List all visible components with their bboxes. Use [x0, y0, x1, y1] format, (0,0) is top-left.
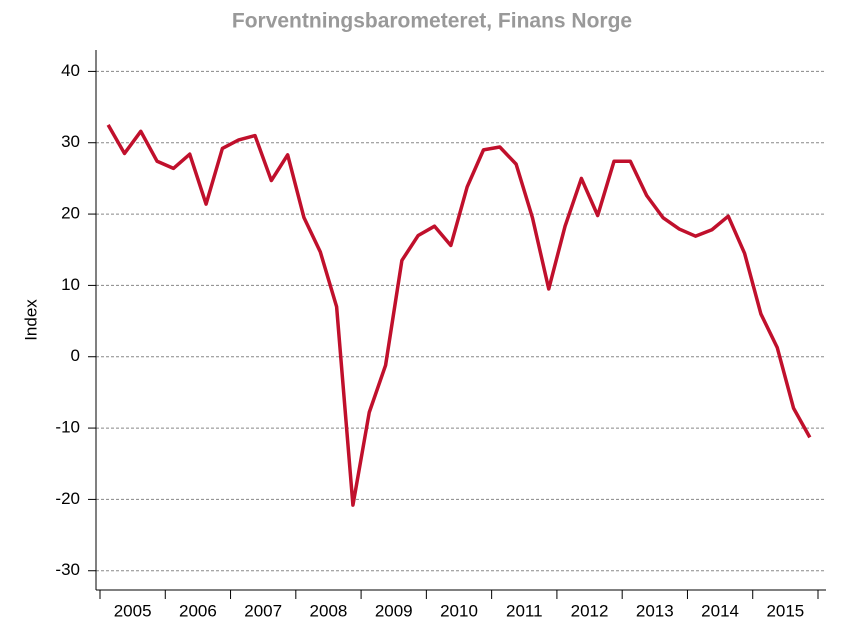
x-tick-label: 2014 [701, 601, 739, 620]
chart-title: Forventningsbarometeret, Finans Norge [232, 10, 632, 33]
data-line [106, 124, 812, 507]
y-tick-label: 20 [61, 204, 80, 223]
x-tick-label: 2013 [636, 601, 674, 620]
y-axis-label: Index [21, 299, 40, 341]
y-tick-label: 10 [61, 275, 80, 294]
y-tick-label: -10 [55, 418, 80, 437]
x-tick-label: 2005 [114, 601, 152, 620]
x-tick-label: 2012 [571, 601, 609, 620]
y-tick-label: -20 [55, 489, 80, 508]
x-tick-label: 2011 [506, 601, 543, 620]
y-tick-label: -30 [55, 560, 80, 579]
x-tick-label: 2006 [179, 601, 217, 620]
x-tick-label: 2015 [766, 601, 804, 620]
x-tick-label: 2009 [375, 601, 413, 620]
y-tick-label: 0 [71, 346, 80, 365]
x-tick-label: 2008 [310, 601, 348, 620]
x-tick-label: 2007 [244, 601, 282, 620]
y-tick-label: 30 [61, 132, 80, 151]
y-tick-label: 40 [61, 61, 80, 80]
x-tick-label: 2010 [440, 601, 478, 620]
